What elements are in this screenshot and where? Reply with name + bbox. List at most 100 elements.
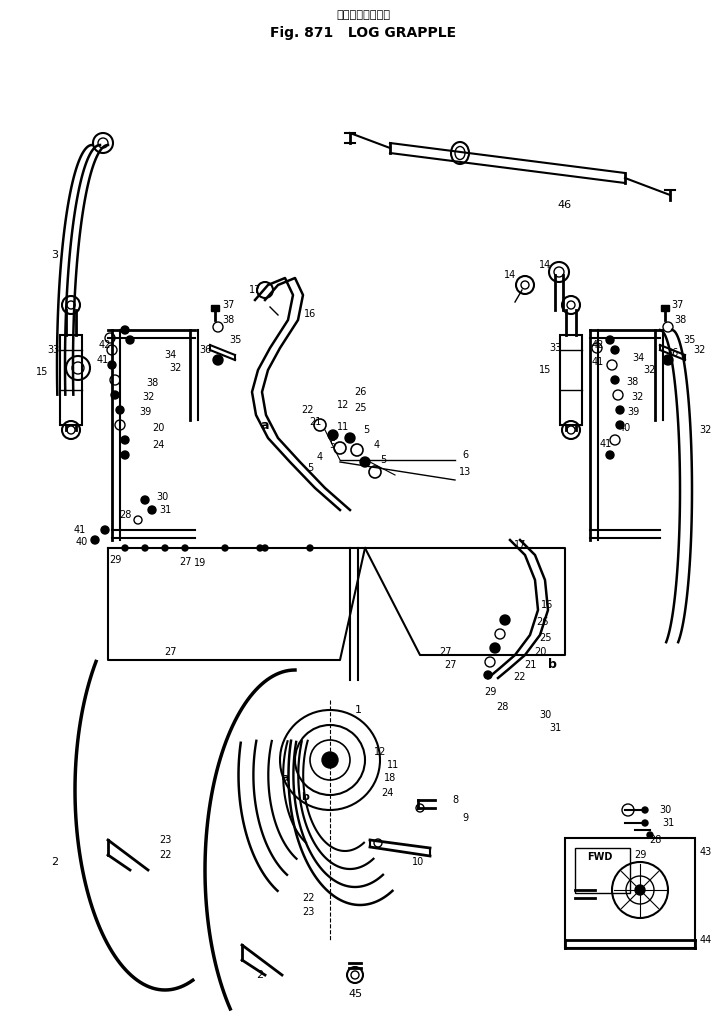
Circle shape	[360, 457, 370, 467]
Text: 27: 27	[439, 647, 452, 657]
Text: 26: 26	[536, 617, 548, 627]
Circle shape	[663, 355, 673, 365]
Circle shape	[148, 506, 156, 514]
Text: ログ　グラップル: ログ グラップル	[336, 10, 390, 20]
Text: 30: 30	[659, 805, 671, 815]
Text: 43: 43	[700, 847, 712, 857]
Circle shape	[490, 643, 500, 653]
Circle shape	[322, 752, 338, 768]
Circle shape	[611, 376, 619, 384]
Text: 8: 8	[452, 795, 458, 805]
Text: 15: 15	[539, 365, 551, 375]
Bar	[60, 335, 82, 425]
Text: FWD: FWD	[587, 852, 613, 862]
Text: 27: 27	[164, 647, 176, 657]
Text: 18: 18	[384, 773, 396, 783]
Bar	[565, 838, 695, 948]
Circle shape	[500, 615, 510, 625]
Circle shape	[182, 545, 188, 551]
Circle shape	[126, 336, 134, 344]
Text: 45: 45	[348, 989, 362, 999]
Text: 41: 41	[74, 525, 86, 535]
Text: a: a	[281, 773, 289, 783]
Text: 32: 32	[169, 363, 182, 373]
Circle shape	[257, 545, 263, 551]
Text: 11: 11	[387, 760, 399, 770]
Text: 21: 21	[524, 660, 537, 670]
Circle shape	[647, 832, 653, 838]
Text: 41: 41	[592, 357, 604, 367]
Text: 5: 5	[380, 455, 386, 465]
Text: 36: 36	[666, 348, 678, 358]
Text: 24: 24	[152, 440, 164, 450]
Text: 28: 28	[649, 835, 661, 845]
Text: 29: 29	[484, 687, 496, 697]
Text: 3: 3	[52, 250, 59, 260]
Circle shape	[606, 336, 614, 344]
Circle shape	[606, 451, 614, 459]
Circle shape	[121, 451, 129, 459]
Text: 38: 38	[674, 315, 686, 325]
Circle shape	[345, 433, 355, 443]
Circle shape	[611, 346, 619, 354]
Text: 46: 46	[558, 200, 572, 210]
Text: 38: 38	[626, 377, 638, 387]
Text: 19: 19	[194, 558, 206, 568]
Text: 2: 2	[52, 857, 59, 867]
Text: 22: 22	[302, 893, 314, 903]
Text: 11: 11	[337, 422, 349, 432]
Text: 14: 14	[539, 260, 551, 270]
Text: 34: 34	[164, 350, 176, 360]
Text: 34: 34	[632, 353, 644, 363]
Bar	[661, 305, 669, 311]
Text: 1: 1	[354, 705, 362, 715]
Text: 16: 16	[541, 600, 553, 610]
Text: 4: 4	[317, 452, 323, 462]
Text: 36: 36	[199, 345, 211, 355]
Text: 5: 5	[307, 463, 313, 473]
Text: 32: 32	[631, 392, 643, 402]
Circle shape	[484, 671, 492, 679]
Circle shape	[122, 545, 128, 551]
Text: 17: 17	[249, 285, 261, 295]
Text: 16: 16	[304, 309, 316, 319]
Text: 13: 13	[459, 467, 471, 477]
Text: 26: 26	[354, 387, 366, 397]
Text: 37: 37	[222, 300, 234, 310]
Text: 29: 29	[109, 555, 121, 565]
Circle shape	[116, 406, 124, 414]
Circle shape	[616, 421, 624, 429]
Circle shape	[121, 325, 129, 334]
Text: 4: 4	[374, 440, 380, 450]
Text: 30: 30	[156, 492, 168, 502]
Text: 20: 20	[152, 423, 164, 433]
Text: 42: 42	[99, 340, 111, 350]
Bar	[575, 848, 630, 893]
Text: 14: 14	[504, 270, 516, 280]
Text: 10: 10	[412, 857, 424, 867]
Text: 31: 31	[549, 723, 561, 733]
Circle shape	[142, 545, 148, 551]
Text: 2: 2	[256, 970, 264, 980]
Text: 22: 22	[159, 850, 171, 860]
Text: 23: 23	[302, 907, 314, 917]
Circle shape	[262, 545, 268, 551]
Text: 35: 35	[229, 335, 241, 345]
Text: 20: 20	[534, 647, 546, 657]
Text: 31: 31	[662, 818, 674, 828]
Text: 41: 41	[97, 355, 109, 365]
Circle shape	[635, 885, 645, 895]
Text: b: b	[547, 658, 556, 671]
Text: 28: 28	[119, 510, 131, 520]
Text: 25: 25	[539, 633, 551, 643]
Circle shape	[121, 436, 129, 444]
Circle shape	[141, 496, 149, 504]
Circle shape	[642, 820, 648, 826]
Text: 28: 28	[496, 702, 508, 712]
Text: 32: 32	[699, 425, 711, 435]
Text: 40: 40	[76, 537, 88, 547]
Text: 32: 32	[694, 345, 706, 355]
Text: 9: 9	[462, 813, 468, 823]
Text: 32: 32	[644, 365, 656, 375]
Text: 23: 23	[159, 835, 171, 845]
